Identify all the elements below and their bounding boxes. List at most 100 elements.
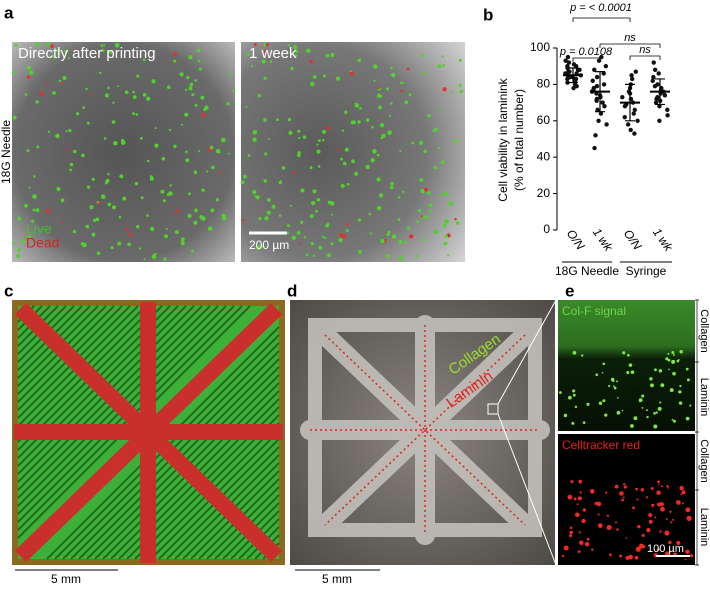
- cell: [82, 242, 87, 248]
- cell: [641, 533, 645, 537]
- cell: [671, 350, 675, 355]
- cell: [127, 242, 131, 247]
- cell: [650, 486, 654, 490]
- cell: [162, 199, 166, 203]
- cell: [193, 170, 198, 175]
- cell: [294, 54, 298, 57]
- cell: [279, 180, 282, 183]
- image-title: Celltracker red: [562, 438, 640, 452]
- cell: [26, 65, 31, 71]
- cell: [264, 152, 268, 156]
- cell: [608, 384, 611, 388]
- cell: [263, 49, 268, 53]
- cell: [193, 220, 198, 225]
- cell: [26, 75, 31, 79]
- annotation: ns: [624, 32, 636, 44]
- cell: [240, 180, 245, 185]
- laminin-path: [310, 325, 540, 535]
- data-point: [620, 94, 625, 100]
- cell: [98, 71, 102, 75]
- cell: [371, 125, 374, 129]
- scale-label: 5 mm: [322, 572, 352, 586]
- cell: [444, 234, 448, 238]
- cell: [69, 162, 74, 167]
- cell: [104, 93, 110, 98]
- cell: [211, 165, 215, 170]
- cell: [322, 129, 327, 134]
- cell: [426, 217, 430, 220]
- cell: [17, 247, 21, 252]
- cell: [672, 371, 676, 376]
- cell: [257, 93, 262, 98]
- micrograph: [12, 42, 235, 262]
- cell: [660, 383, 665, 388]
- cell: [286, 231, 290, 235]
- cell: [269, 60, 273, 63]
- cell: [672, 354, 675, 356]
- cell: [118, 215, 122, 219]
- cell: [458, 83, 462, 87]
- cell: [437, 146, 440, 150]
- cell: [287, 117, 292, 122]
- cell: [321, 138, 325, 142]
- cell: [623, 482, 626, 486]
- cell: [439, 109, 443, 112]
- cell: [567, 494, 573, 500]
- cell: [664, 530, 670, 536]
- cell: [344, 110, 348, 114]
- cell: [111, 120, 116, 124]
- annotation: ns: [639, 44, 651, 56]
- data-point: [629, 76, 635, 82]
- cell: [180, 241, 185, 246]
- cell: [660, 485, 663, 488]
- cell: [201, 188, 205, 192]
- cell: [685, 367, 689, 371]
- cell: [184, 88, 188, 91]
- cell: [169, 184, 173, 187]
- cell: [310, 241, 314, 246]
- zoom-box: [487, 403, 499, 415]
- cell: [616, 528, 619, 531]
- cell: [187, 213, 192, 218]
- cell: [164, 234, 169, 239]
- micrograph: [241, 42, 465, 262]
- cell: [252, 189, 257, 195]
- cell: [226, 102, 230, 106]
- cell: [203, 107, 207, 112]
- cell: [67, 57, 70, 60]
- cell: [185, 158, 190, 163]
- cell: [614, 484, 619, 489]
- cell: [302, 135, 307, 139]
- cell: [669, 388, 674, 393]
- cell: [387, 130, 392, 135]
- cell: [359, 106, 362, 110]
- cell: [293, 45, 298, 50]
- cell: [591, 548, 594, 551]
- cell: [602, 362, 606, 366]
- cell: [381, 133, 386, 138]
- cell: [110, 246, 114, 250]
- cell: [569, 526, 573, 530]
- data-point: [657, 104, 662, 109]
- cell: [638, 543, 644, 549]
- cell: [13, 70, 17, 74]
- cell: [149, 226, 155, 232]
- cell: [336, 148, 339, 151]
- cell: [658, 483, 660, 486]
- cell: [576, 503, 579, 506]
- cell: [309, 166, 313, 170]
- cell: [442, 223, 447, 228]
- cell: [648, 519, 653, 524]
- data-point: [573, 78, 578, 83]
- cell: [684, 558, 687, 561]
- cell: [173, 52, 178, 57]
- cell: [132, 95, 137, 99]
- cell: [210, 208, 215, 213]
- cell: [623, 485, 628, 489]
- cell: [635, 487, 638, 491]
- cell: [221, 213, 226, 218]
- cell: [563, 413, 568, 418]
- cell: [438, 193, 441, 197]
- cell: [321, 235, 324, 238]
- x-tick-label: 1 wk: [590, 225, 616, 254]
